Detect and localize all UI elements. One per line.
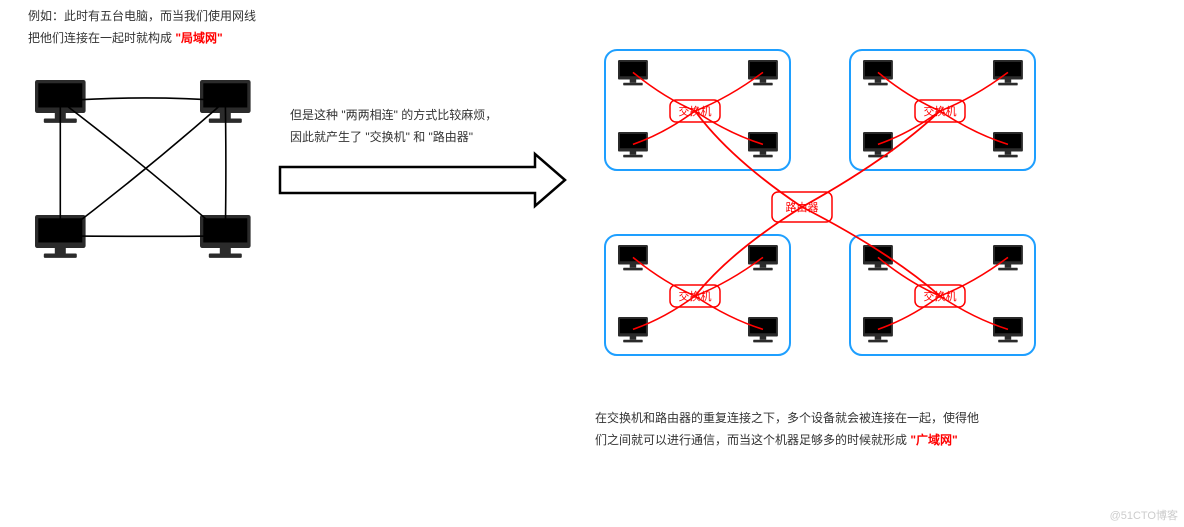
diagram-canvas: 路由器交换机交换机交换机交换机 <box>0 0 1184 527</box>
pc-icon <box>748 132 778 157</box>
pc-icon <box>863 317 893 342</box>
transition-arrow <box>280 154 565 206</box>
pc-icon <box>748 317 778 342</box>
pc-icon <box>993 132 1023 157</box>
mesh-link <box>60 101 225 236</box>
mesh-link <box>225 101 226 236</box>
mesh-link <box>60 101 225 236</box>
pc-icon <box>993 317 1023 342</box>
pc-icon <box>618 317 648 342</box>
pc-icon <box>618 132 648 157</box>
